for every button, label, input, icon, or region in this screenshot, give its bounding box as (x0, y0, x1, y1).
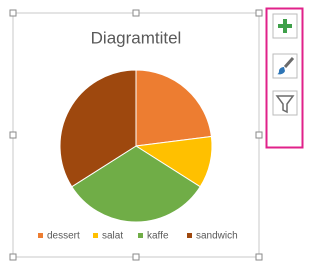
chart-title: Diagramtitel (91, 28, 182, 47)
legend-label: kaffe (147, 231, 169, 242)
screenshot: Diagramtitel dessert salat kaffe sandwich (9, 7, 304, 261)
pie-slice (71, 145, 201, 223)
add-element-button[interactable] (272, 13, 298, 39)
legend-swatch (38, 233, 43, 238)
legend-label: salat (102, 231, 123, 242)
legend-swatch (93, 233, 98, 238)
legend-label: dessert (47, 231, 80, 242)
chart: Diagramtitel dessert salat kaffe sandwich (9, 7, 304, 261)
chart-style-button[interactable] (272, 53, 298, 79)
resize-handles[interactable] (9, 9, 263, 261)
pie-slice (135, 69, 212, 147)
chart-filter-button[interactable] (272, 90, 298, 116)
legend-swatch (187, 233, 192, 238)
pie-slice (59, 69, 137, 188)
legend-label: sandwich (196, 231, 238, 242)
legend-swatch (138, 233, 143, 238)
